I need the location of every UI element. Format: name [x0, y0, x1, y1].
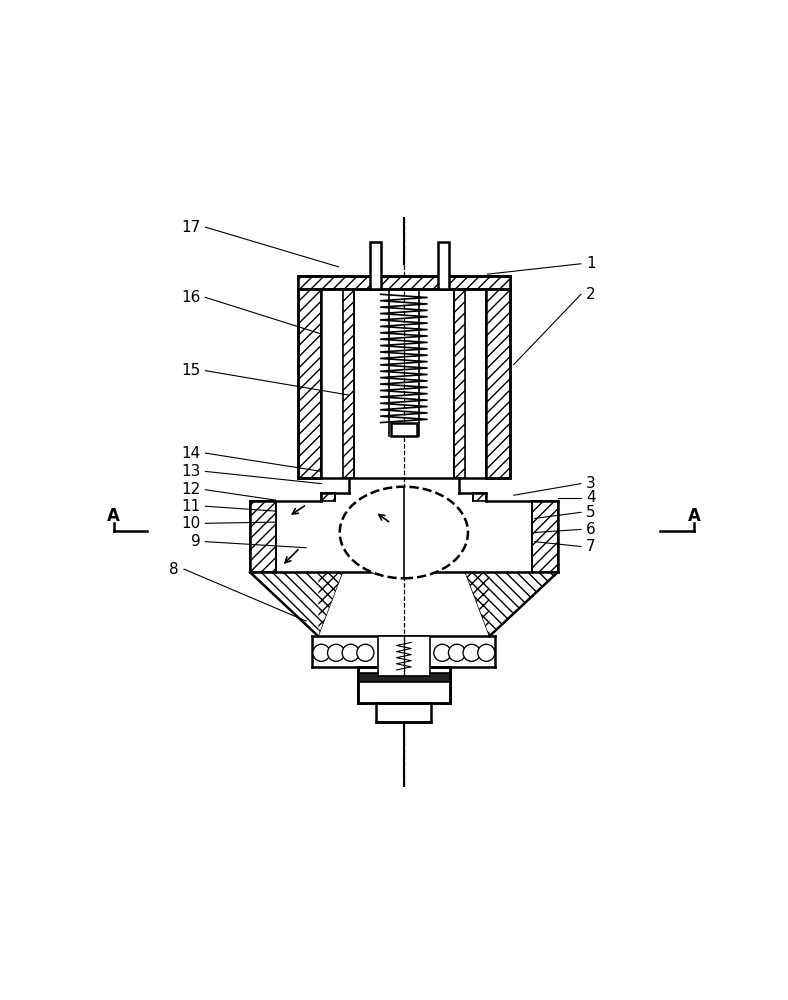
Text: 11: 11 — [181, 499, 200, 514]
Text: 13: 13 — [181, 464, 200, 479]
Circle shape — [433, 644, 451, 661]
Text: 12: 12 — [181, 482, 200, 497]
Bar — [358, 673, 450, 682]
Circle shape — [342, 644, 359, 661]
Text: 5: 5 — [585, 505, 596, 520]
Text: A: A — [107, 507, 121, 525]
Text: 3: 3 — [585, 476, 596, 491]
Bar — [438, 242, 449, 289]
Polygon shape — [465, 572, 558, 636]
Bar — [358, 667, 450, 703]
Text: 4: 4 — [585, 490, 596, 505]
Bar — [322, 493, 335, 501]
Text: 7: 7 — [585, 539, 596, 554]
Text: 6: 6 — [585, 522, 596, 537]
Text: 1: 1 — [585, 256, 596, 271]
Text: 2: 2 — [585, 287, 596, 302]
Text: 17: 17 — [181, 220, 200, 235]
Bar — [486, 276, 510, 478]
Text: 9: 9 — [191, 534, 200, 549]
Circle shape — [448, 644, 466, 661]
Ellipse shape — [340, 487, 468, 578]
Bar — [370, 242, 381, 289]
Bar — [378, 636, 429, 676]
Circle shape — [463, 644, 480, 661]
Bar — [391, 423, 417, 436]
Bar — [532, 501, 558, 572]
Polygon shape — [250, 572, 318, 636]
Polygon shape — [250, 572, 343, 636]
Bar — [343, 276, 354, 478]
Bar — [377, 703, 431, 722]
Bar — [358, 667, 450, 703]
Text: A: A — [687, 507, 701, 525]
Text: 8: 8 — [169, 562, 179, 577]
Bar — [250, 501, 276, 572]
Circle shape — [328, 644, 344, 661]
Text: 16: 16 — [181, 290, 200, 305]
Circle shape — [478, 644, 495, 661]
Bar — [473, 493, 486, 501]
Text: 14: 14 — [181, 446, 200, 461]
Bar — [454, 276, 465, 478]
Bar — [298, 276, 322, 478]
Circle shape — [357, 644, 374, 661]
Text: 15: 15 — [181, 363, 200, 378]
Bar — [298, 276, 510, 289]
Circle shape — [313, 644, 330, 661]
Polygon shape — [489, 572, 558, 636]
Text: 10: 10 — [181, 516, 200, 531]
